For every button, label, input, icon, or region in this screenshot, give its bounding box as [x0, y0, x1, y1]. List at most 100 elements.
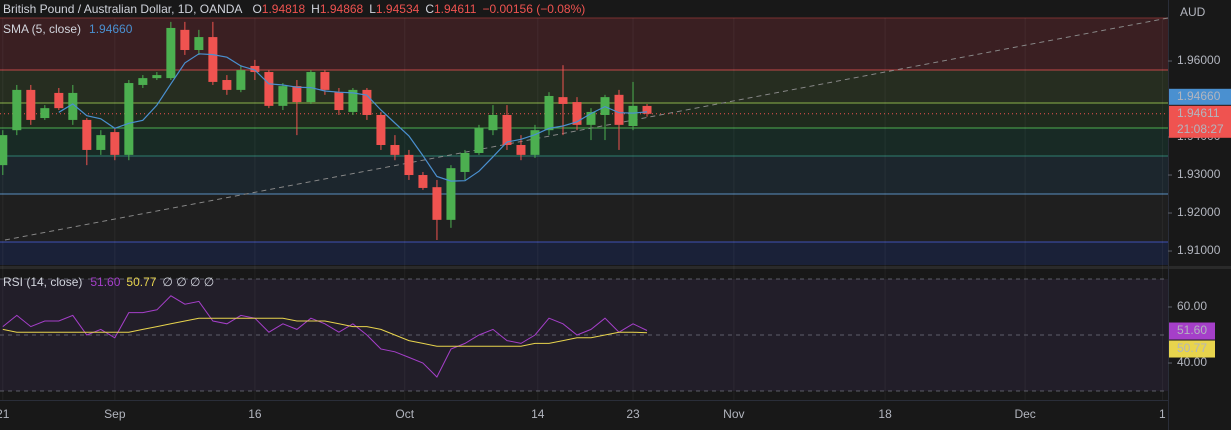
candle-body: [404, 154, 414, 176]
ohlc-letter: L: [369, 2, 376, 16]
candle-body: [110, 132, 120, 155]
candle-body: [0, 135, 8, 166]
ohlc-letter: O: [252, 2, 261, 16]
y-tick-label: 1.93000: [1177, 167, 1221, 181]
candle-body: [278, 86, 288, 106]
candle-body: [292, 86, 302, 103]
change: −0.00156 (−0.08%): [482, 2, 585, 16]
fib-band: [0, 156, 1168, 194]
candle-body: [474, 127, 484, 153]
symbol-title: British Pound / Australian Dollar, 1D, O…: [3, 2, 242, 16]
candle-body: [236, 70, 246, 90]
candle-body: [138, 78, 148, 85]
candle-body: [320, 72, 330, 90]
x-tick-label: 1: [1159, 407, 1166, 421]
candle-body: [222, 80, 232, 90]
fib-band: [0, 128, 1168, 156]
ohlc-letter: C: [425, 2, 434, 16]
fib-band: [0, 242, 1168, 265]
y-tick-label: 1.96000: [1177, 53, 1221, 67]
candle-body: [390, 144, 400, 155]
candle-body: [26, 89, 36, 120]
candle-body: [40, 108, 50, 119]
rsi-value-box: [1169, 322, 1215, 340]
last-price-box: [1169, 105, 1231, 138]
candle-body: [12, 89, 22, 131]
ohlc-value: 1.94611: [434, 2, 477, 16]
fib-band: [0, 70, 1168, 103]
rsi-name: RSI (14, close): [3, 275, 82, 289]
marks: [0, 21, 652, 378]
rsi-extra: ∅ ∅ ∅ ∅: [162, 275, 214, 289]
x-tick-label: 21: [0, 407, 10, 421]
candle-body: [124, 83, 134, 155]
labels: British Pound / Australian Dollar, 1D, O…: [0, 2, 1231, 421]
candle-body: [96, 135, 106, 150]
rsi-value: 51.60: [90, 275, 120, 289]
last-price-label: 1.94611: [1177, 106, 1220, 120]
candle-body: [152, 75, 162, 79]
candle-body: [376, 114, 386, 145]
candle-body: [348, 89, 358, 112]
candle-body: [558, 97, 568, 104]
x-tick-label: 18: [878, 407, 892, 421]
ohlc-value: 1.94868: [320, 2, 364, 16]
sma-line: [58, 53, 648, 182]
x-tick-label: Sep: [104, 407, 126, 421]
candle-body: [460, 152, 470, 172]
rsi-y-tick-label: 60.00: [1177, 299, 1207, 313]
candle-body: [264, 72, 274, 106]
sma-legend: SMA (5, close) 1.94660: [3, 22, 133, 36]
candle-body: [334, 92, 344, 111]
x-tick-label: 16: [248, 407, 262, 421]
rsi-sma-label: 50.77: [1177, 341, 1207, 355]
candle-body: [642, 105, 652, 114]
candle-body: [418, 175, 428, 188]
candle-body: [250, 65, 260, 73]
candle-body: [166, 27, 176, 79]
rsi-legend: RSI (14, close) 51.60 50.77 ∅ ∅ ∅ ∅: [3, 275, 214, 289]
candle-body: [362, 89, 372, 115]
candle-body: [572, 102, 582, 125]
candle-body: [502, 114, 512, 145]
candle-body: [432, 187, 442, 220]
rsi-sma-line: [2, 317, 648, 347]
fib-band: [0, 103, 1168, 128]
candle-body: [488, 114, 498, 131]
candle-body: [586, 111, 596, 125]
ohlc-value: 1.94534: [376, 2, 420, 16]
countdown: 21:08:27: [1177, 122, 1224, 136]
ohlc-value: 1.94818: [262, 2, 306, 16]
candle-body: [194, 37, 204, 50]
candle-body: [68, 92, 78, 120]
header: British Pound / Australian Dollar, 1D, O…: [3, 2, 585, 16]
candle-body: [530, 130, 540, 155]
sma-name: SMA (5, close): [3, 22, 81, 36]
candle-body: [208, 37, 218, 82]
candle-body: [516, 144, 526, 155]
x-tick-label: Dec: [1014, 407, 1035, 421]
x-tick-label: 23: [626, 407, 640, 421]
candle-body: [180, 29, 190, 50]
sma-value: 1.94660: [89, 22, 133, 36]
ohlc-letter: H: [311, 2, 320, 16]
rsi-sma-box: [1169, 340, 1215, 358]
rsi-sma-value: 50.77: [126, 275, 156, 289]
x-tick-label: Oct: [395, 407, 414, 421]
candle-body: [628, 105, 638, 126]
candle-body: [54, 92, 64, 109]
sma-price-box: [1169, 88, 1231, 105]
currency: AUD: [1180, 5, 1206, 19]
candle-body: [82, 119, 92, 150]
x-tick-label: 14: [531, 407, 545, 421]
candle-body: [544, 95, 554, 131]
rsi-value-label: 51.60: [1177, 323, 1207, 337]
y-tick-label: 1.92000: [1177, 205, 1221, 219]
fib-band: [0, 194, 1168, 242]
candle-body: [614, 94, 624, 125]
rsi-line: [2, 295, 648, 378]
candle-body: [446, 168, 456, 220]
